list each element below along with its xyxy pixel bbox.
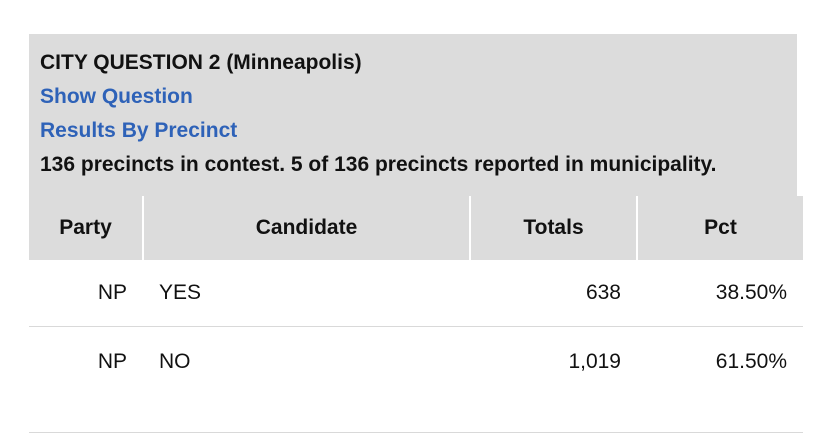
candidate-cell: NO: [143, 326, 470, 433]
results-table-header: Party Candidate Totals Pct: [29, 196, 803, 260]
pct-cell: 38.50%: [637, 260, 803, 327]
column-header-party: Party: [29, 196, 143, 260]
totals-cell: 638: [470, 260, 637, 327]
column-header-candidate: Candidate: [142, 196, 470, 260]
party-cell: NP: [29, 260, 143, 327]
contest-title: CITY QUESTION 2 (Minneapolis): [40, 51, 362, 74]
pct-cell: 61.50%: [637, 326, 803, 433]
totals-cell: 1,019: [470, 326, 637, 433]
party-cell: NP: [29, 326, 143, 433]
results-table-body: NP YES 638 38.50% NP NO 1,019 61.50%: [29, 260, 803, 433]
contest-header: CITY QUESTION 2 (Minneapolis) Show Quest…: [29, 34, 797, 196]
column-header-totals: Totals: [469, 196, 637, 260]
column-header-pct: Pct: [636, 196, 803, 260]
precinct-summary: 136 precincts in contest. 5 of 136 preci…: [40, 153, 717, 176]
results-by-precinct-link[interactable]: Results By Precinct: [40, 119, 238, 142]
table-row: NP YES 638 38.50%: [29, 260, 803, 327]
candidate-cell: YES: [143, 260, 470, 327]
show-question-link[interactable]: Show Question: [40, 85, 193, 108]
header-row: Party Candidate Totals Pct: [29, 196, 803, 260]
table-row: NP NO 1,019 61.50%: [29, 326, 803, 433]
contest-panel: CITY QUESTION 2 (Minneapolis) Show Quest…: [29, 34, 803, 433]
results-table: Party Candidate Totals Pct NP YES 638 38…: [29, 196, 803, 433]
